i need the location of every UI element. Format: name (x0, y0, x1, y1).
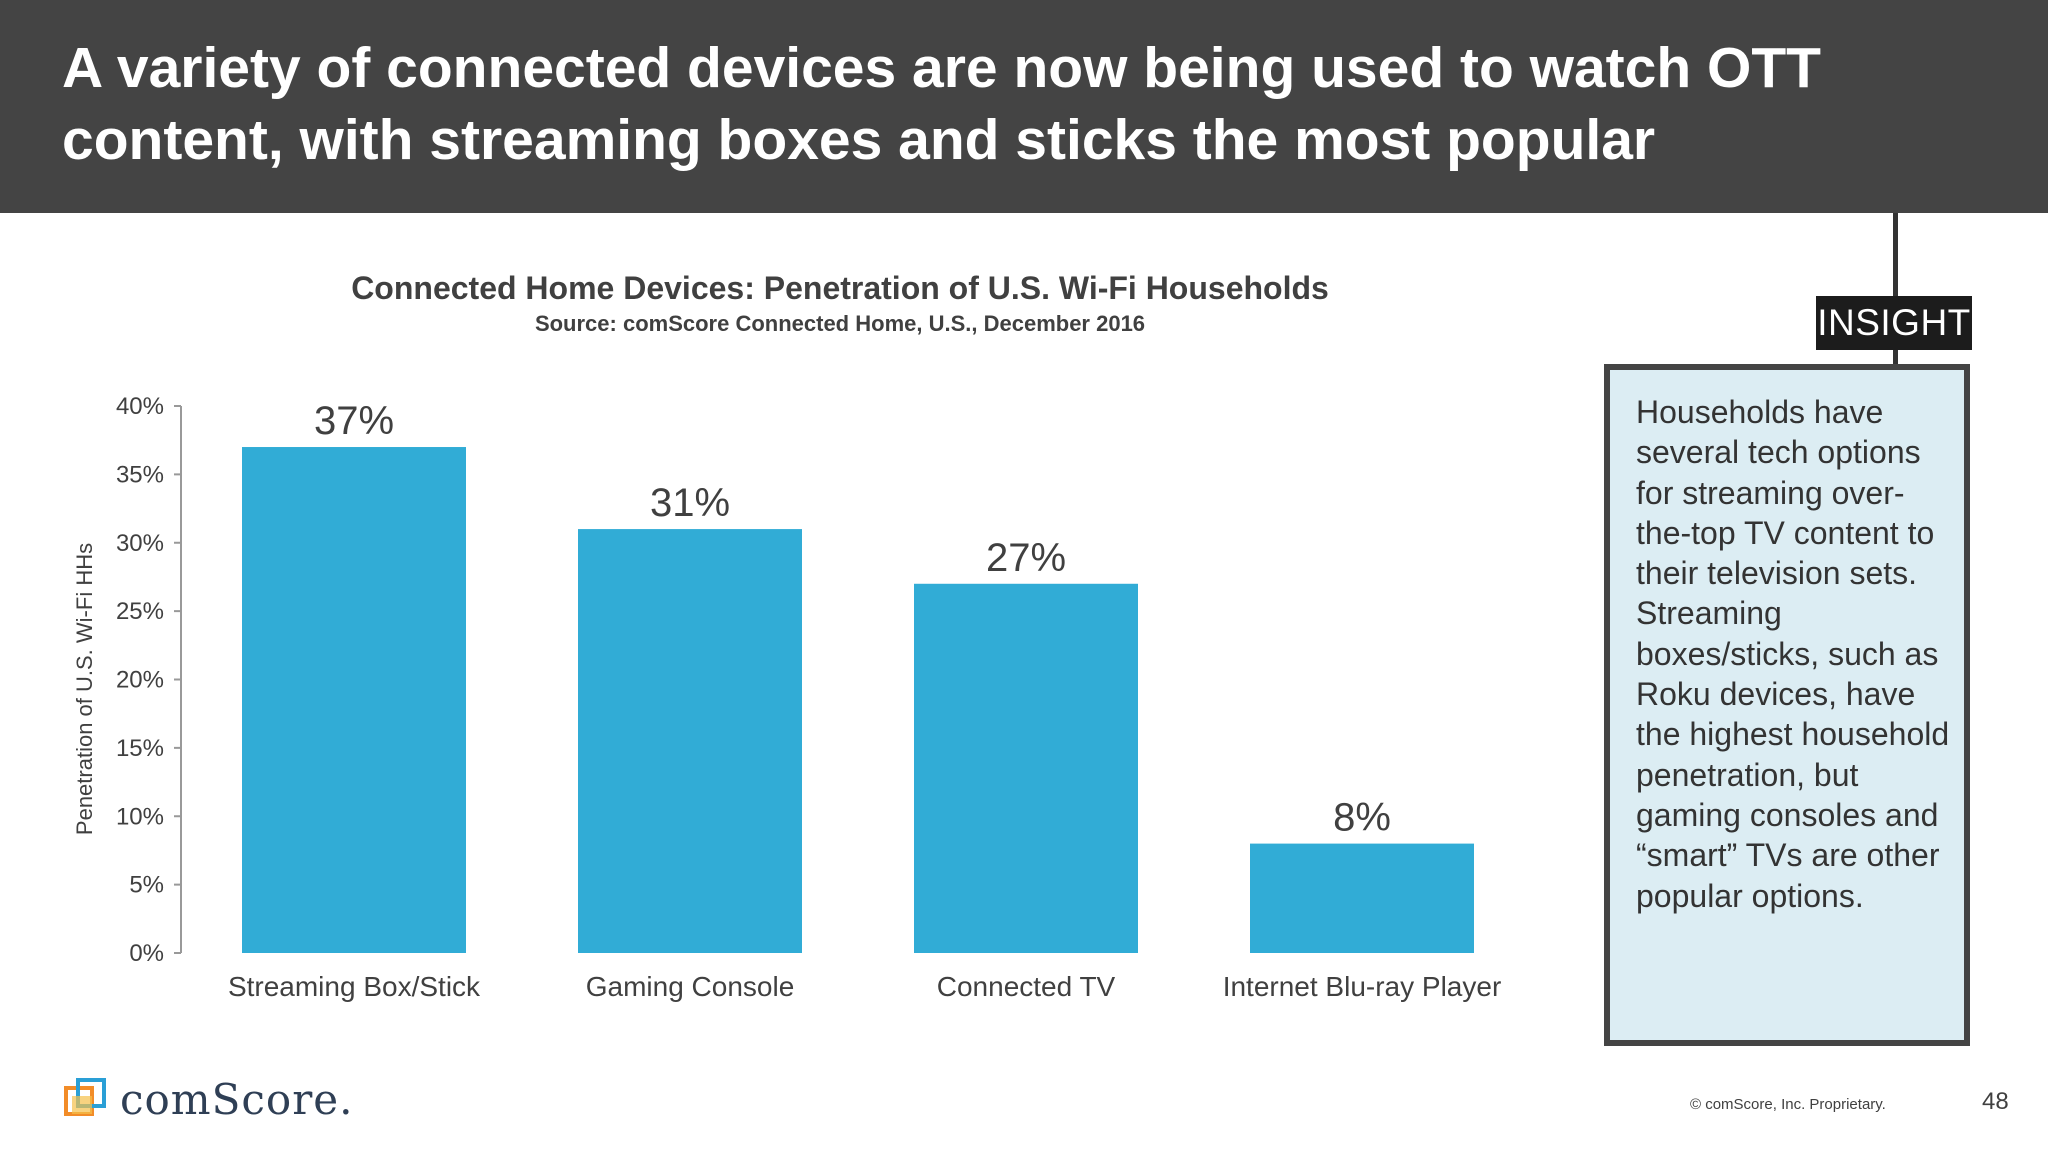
chart-title: Connected Home Devices: Penetration of U… (351, 270, 1329, 306)
bar (578, 529, 802, 953)
slide-title: A variety of connected devices are now b… (62, 36, 1821, 172)
logo-text: comScore. (120, 1075, 354, 1124)
bar (1250, 843, 1474, 953)
y-tick-label: 30% (116, 530, 164, 557)
y-tick-label: 35% (116, 461, 164, 488)
y-tick-label: 0% (129, 940, 164, 967)
y-tick-label: 20% (116, 667, 164, 694)
insight-box: Households have several tech options for… (1604, 364, 1970, 1046)
category-label: Internet Blu-ray Player (1223, 971, 1502, 1002)
comscore-logo: comScore. (62, 1076, 362, 1124)
bar-chart: 0% 5% 10% 15% 20% 25% 30% 35% 40% Penetration of … (72, 393, 1502, 1002)
y-tick-label: 5% (129, 872, 164, 899)
y-tick-label: 25% (116, 598, 164, 625)
category-label: Connected TV (937, 971, 1116, 1002)
data-label: 37% (314, 399, 394, 443)
y-axis-label: Penetration of U.S. Wi-Fi HHs (72, 543, 97, 835)
y-tick-label: 10% (116, 803, 164, 830)
connector-line (1893, 213, 1898, 367)
category-label: Gaming Console (586, 971, 795, 1002)
header-bar: A variety of connected devices are now b… (0, 0, 2048, 213)
category-label: Streaming Box/Stick (228, 971, 481, 1002)
bar (914, 583, 1138, 953)
copyright-text: © comScore, Inc. Proprietary. (1690, 1096, 1886, 1113)
chart-subtitle: Source: comScore Connected Home, U.S., D… (534, 311, 1146, 336)
y-tick-label: 15% (116, 735, 164, 762)
logo-mark-icon (64, 1078, 106, 1116)
page-number: 48 (1982, 1088, 2009, 1115)
insight-tag: INSIGHT (1816, 296, 1972, 350)
insight-text: Households have several tech options for… (1636, 394, 1950, 914)
data-label: 8% (1333, 796, 1391, 840)
data-label: 31% (650, 481, 730, 525)
y-tick-label: 40% (116, 393, 164, 420)
data-label: 27% (986, 536, 1066, 580)
bar (242, 447, 466, 953)
